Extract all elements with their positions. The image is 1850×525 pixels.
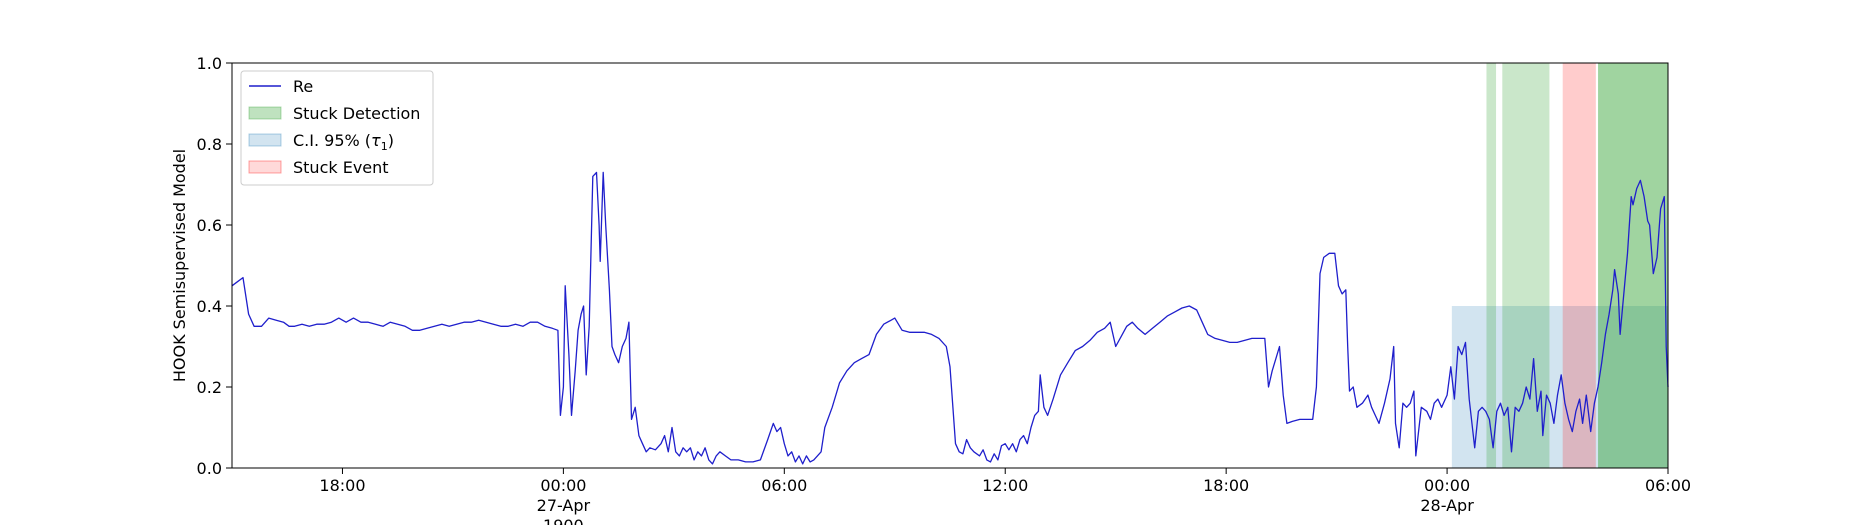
shaded-spans bbox=[1451, 63, 1668, 468]
stuck-detection-span bbox=[1502, 63, 1550, 468]
x-tick-label: 18:00 bbox=[1203, 476, 1249, 495]
stuck-event-span bbox=[1562, 63, 1596, 468]
legend-label: Re bbox=[293, 77, 313, 96]
y-tick-label: 0.4 bbox=[197, 297, 222, 316]
y-axis-label: HOOK Semisupervised Model bbox=[170, 149, 189, 382]
legend-label: Stuck Detection bbox=[293, 104, 420, 123]
legend-label: Stuck Event bbox=[293, 158, 389, 177]
stuck-detection-span bbox=[1486, 63, 1497, 468]
x-axis: 18:0000:0027-Apr190006:0012:0018:0000:00… bbox=[319, 468, 1691, 525]
legend-swatch-patch bbox=[248, 160, 282, 174]
y-tick-label: 1.0 bbox=[197, 54, 222, 73]
x-tick-label: 06:00 bbox=[1645, 476, 1691, 495]
y-tick-label: 0.6 bbox=[197, 216, 222, 235]
ci-span bbox=[1451, 306, 1668, 468]
x-tick-label: 12:00 bbox=[982, 476, 1028, 495]
x-tick-date-label: 28-Apr bbox=[1420, 496, 1474, 515]
y-axis: 0.0 0.2 0.4 0.6 0.8 1.0 bbox=[197, 54, 232, 478]
x-tick-label: 18:00 bbox=[319, 476, 365, 495]
series-line-re bbox=[231, 171, 1669, 465]
x-tick-label: 00:00 bbox=[1424, 476, 1470, 495]
legend-box bbox=[240, 70, 434, 186]
legend: Re Stuck Detection C.I. 95% (τ1) Stuck Even… bbox=[240, 70, 434, 186]
x-tick-label: 00:00 bbox=[540, 476, 586, 495]
x-tick-label: 06:00 bbox=[761, 476, 807, 495]
x-tick-date-label: 27-Apr bbox=[537, 496, 591, 515]
series-layer bbox=[231, 171, 1669, 465]
stuck-detection-span bbox=[1598, 63, 1668, 468]
legend-swatch-patch bbox=[248, 106, 282, 120]
x-tick-year-label: 1900 bbox=[543, 516, 584, 525]
plot-frame bbox=[231, 62, 1669, 469]
legend-swatch-patch bbox=[248, 133, 282, 147]
legend-label: C.I. 95% (τ1) bbox=[293, 131, 394, 153]
y-tick-label: 0.8 bbox=[197, 135, 222, 154]
y-tick-label: 0.0 bbox=[197, 459, 222, 478]
y-tick-label: 0.2 bbox=[197, 378, 222, 397]
